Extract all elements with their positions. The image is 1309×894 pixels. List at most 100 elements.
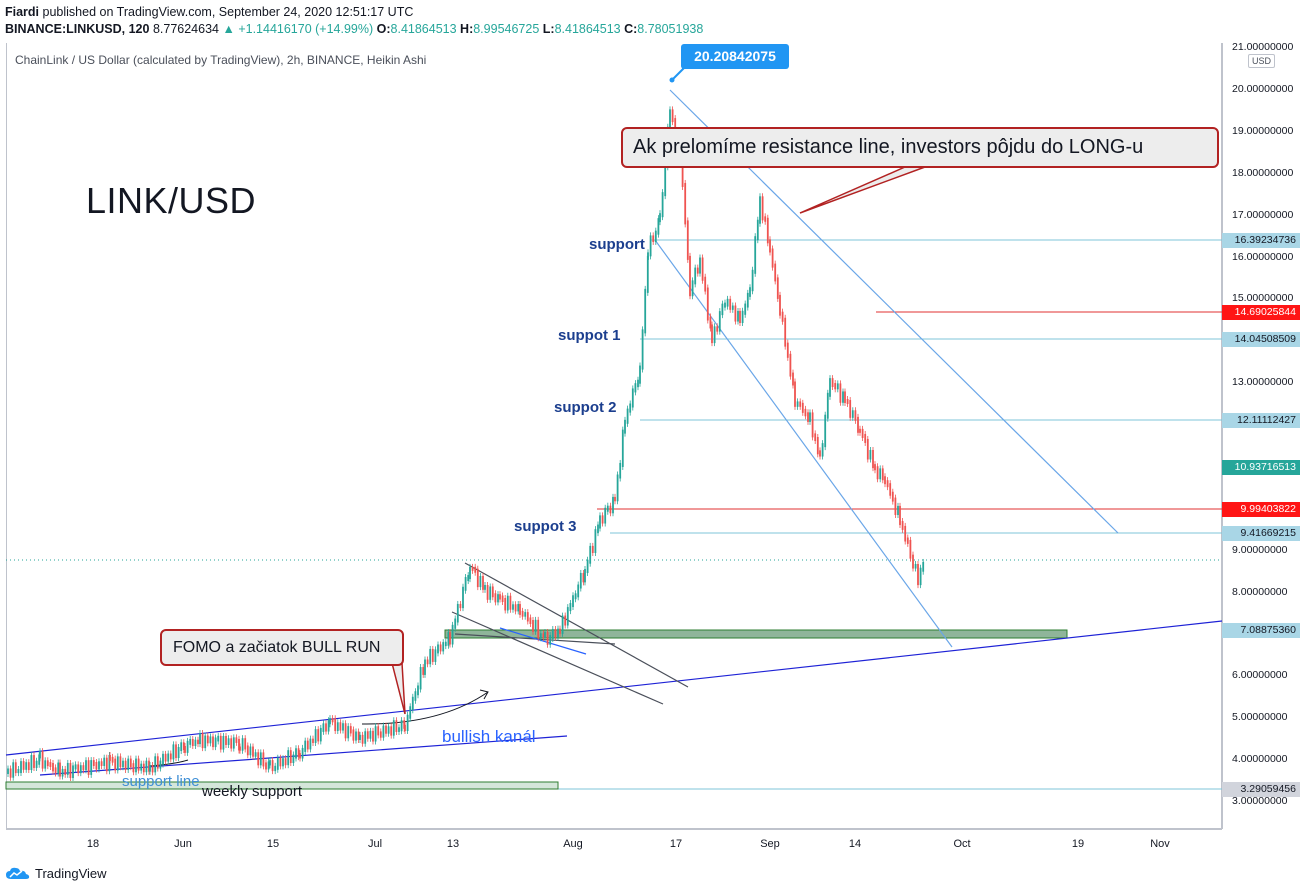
candle-body [352, 729, 355, 741]
close-label: C: [620, 22, 638, 36]
candle-body [189, 738, 192, 745]
price-tick: 9.00000000 [1232, 544, 1288, 556]
candle-body [209, 736, 212, 744]
candle-body [451, 624, 454, 645]
candle-body [301, 747, 304, 759]
bull-arrow-path[interactable] [361, 691, 489, 725]
candle-body [72, 765, 74, 779]
chart-pane[interactable] [6, 43, 1222, 829]
candle-body [403, 720, 406, 729]
tradingview-cloud-icon [6, 867, 30, 879]
support-zone-7-08[interactable] [444, 629, 1068, 639]
candle-body [792, 372, 794, 386]
label-support[interactable]: support [589, 236, 645, 253]
candle-body [366, 731, 369, 739]
price-tick: 18.00000000 [1232, 167, 1294, 179]
price-tick: 15.00000000 [1232, 292, 1294, 304]
weekly-support-zone[interactable] [5, 781, 559, 790]
candle-body [849, 400, 852, 418]
candle-body [637, 379, 639, 388]
price-label-last[interactable]: 10.93716513 [1222, 460, 1300, 475]
candle-body [546, 631, 549, 645]
candle-body [69, 762, 72, 779]
label-bullish-channel[interactable]: bullish kanál [442, 727, 536, 746]
symbol-text-label[interactable]: LINK/USD [86, 180, 257, 221]
candle-body [257, 752, 260, 766]
open-label: O: [373, 22, 391, 36]
candle-body [876, 466, 879, 480]
candle-body [227, 738, 230, 745]
price-label-7-08[interactable]: 7.08875360 [1222, 623, 1300, 638]
candle-body [108, 754, 111, 772]
candle-body [172, 744, 175, 760]
candle-body [659, 213, 661, 223]
candle-body [225, 735, 227, 745]
publish-date: published on TradingView.com, September … [39, 5, 414, 19]
symbol-name[interactable]: BINANCE:LINKUSD, 120 [5, 22, 150, 36]
candle-body [786, 342, 789, 358]
wedge-upper[interactable] [464, 562, 689, 688]
candle-body [621, 429, 624, 467]
candle-body [167, 753, 170, 762]
candle-body [579, 572, 582, 589]
callout-resistance[interactable]: Ak prelomíme resistance line, investors … [621, 127, 1219, 168]
candle-body [506, 595, 509, 611]
support-trend-line[interactable] [5, 620, 1223, 756]
candle-body [124, 760, 127, 771]
currency-badge[interactable]: USD [1248, 54, 1276, 68]
label-support-line[interactable]: support line [122, 773, 200, 790]
high-value: 8.99546725 [473, 22, 540, 36]
label-suppot-2[interactable]: suppot 2 [554, 399, 617, 416]
price-label-12-11[interactable]: 12.11112427 [1222, 413, 1300, 428]
candle-body [319, 727, 322, 742]
price-label-9-99[interactable]: 9.99403822 [1222, 502, 1300, 517]
candle-body [90, 760, 93, 775]
candle-body [447, 632, 450, 646]
price-tick: 20.00000000 [1232, 83, 1294, 95]
candle-body [699, 257, 701, 274]
chart-title: ChainLink / US Dollar (calculated by Tra… [15, 53, 427, 67]
label-suppot-3[interactable]: suppot 3 [514, 518, 577, 535]
candle-body [794, 381, 796, 407]
author-name[interactable]: Fiardi [5, 5, 40, 19]
channel-line[interactable] [654, 239, 953, 648]
price-label-9-41[interactable]: 9.41669215 [1222, 526, 1300, 541]
price-label-14-04[interactable]: 14.04508509 [1222, 332, 1300, 347]
label-suppot-1[interactable]: suppot 1 [558, 327, 621, 344]
price-label-14-69[interactable]: 14.69025844 [1222, 305, 1300, 320]
candle-body [761, 196, 764, 221]
time-tick: 14 [848, 838, 862, 850]
candle-body [206, 735, 209, 744]
price-label-3-29[interactable]: 3.29059456 [1222, 782, 1300, 797]
candle-body [219, 735, 222, 750]
time-axis-line [6, 829, 1222, 830]
candle-body [54, 767, 57, 774]
candle-body [829, 378, 831, 397]
candle-body [509, 595, 512, 610]
candle-body [844, 391, 846, 404]
last-price: 8.77624634 [149, 22, 223, 36]
wedge-lower[interactable] [451, 611, 664, 705]
candle-body [355, 731, 357, 741]
candle-body [262, 752, 265, 767]
candle-body [361, 734, 364, 744]
tradingview-logo[interactable]: TradingView [5, 866, 107, 881]
candle-body [267, 761, 270, 770]
candle-body [557, 628, 559, 638]
candle-body [424, 659, 426, 675]
candle-body [539, 633, 542, 639]
candle-body [854, 410, 857, 421]
price-label-16-39[interactable]: 16.39234736 [1222, 233, 1300, 248]
label-weekly-support[interactable]: weekly support [202, 783, 303, 800]
candle-body [897, 505, 899, 515]
candle-body [512, 604, 514, 610]
peak-price-label[interactable]: 20.20842075 [681, 44, 789, 69]
candle-body [564, 615, 567, 626]
callout-fomo[interactable]: FOMO a začiatok BULL RUN [160, 629, 404, 666]
price-axis[interactable] [1222, 43, 1308, 829]
candle-body [804, 408, 807, 417]
candle-body [591, 545, 594, 553]
candlestick-series[interactable] [7, 106, 925, 782]
candle-body [344, 723, 347, 739]
